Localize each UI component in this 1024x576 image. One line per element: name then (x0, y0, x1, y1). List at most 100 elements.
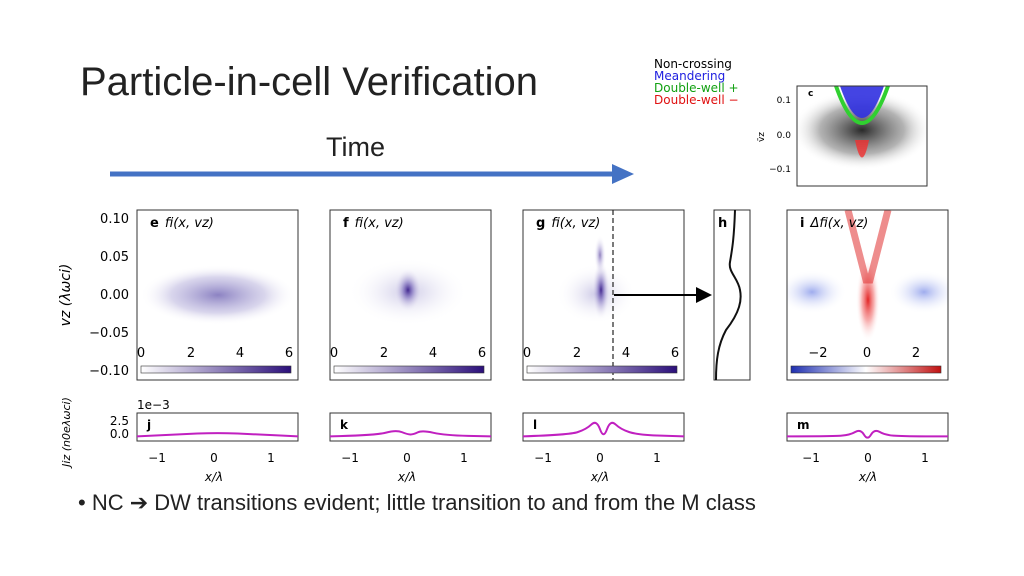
legend-entry-double-well-minus: Double-well − (654, 93, 739, 107)
panel-e: e fi(x, vz) vz (λωci) 0.10 0.05 0.00 −0.0… (58, 209, 299, 381)
panel-k-xlabel: x/λ (397, 470, 416, 484)
panel-g-cbtick-2: 4 (622, 346, 630, 361)
panel-j-ylabel: Jiz (n0eλωci) (60, 397, 73, 469)
panel-f-cbtick-3: 6 (478, 346, 486, 361)
panel-m: m −1 0 1 x/λ (786, 412, 949, 484)
panel-j-ytick-0: 2.5 (110, 414, 129, 428)
panel-e-ylabel: vz (λωci) (58, 264, 74, 327)
bullet-marker: • (78, 490, 86, 515)
legend: Non-crossing Meandering Double-well + Do… (654, 58, 739, 106)
panel-g-colorbar (526, 365, 678, 374)
legend-entry-non-crossing: Non-crossing (654, 57, 732, 71)
panel-j-current-line (136, 432, 299, 438)
panel-e-ytick-0: 0.10 (100, 212, 129, 227)
time-arrow-head (612, 164, 634, 184)
panel-g-cbtick-1: 2 (573, 346, 581, 361)
panel-e-cbtick-2: 4 (236, 346, 244, 361)
panel-m-current-line (786, 429, 948, 439)
panel-e-ytick-1: 0.05 (100, 250, 129, 265)
bullet-lead: NC (91, 490, 124, 515)
panel-e-title: e fi(x, vz) (150, 216, 214, 231)
panel-h: h (713, 209, 751, 381)
panel-c-ytick-2: −0.1 (769, 165, 791, 175)
panel-l-xtick-1: 0 (596, 451, 604, 465)
panel-g-tail (594, 235, 606, 275)
panel-i-cbtick-2: 2 (912, 346, 920, 361)
panel-l-xlabel: x/λ (590, 470, 609, 484)
panel-c-red-tail (855, 140, 869, 158)
panel-i-red-core (856, 258, 880, 342)
panel-j-ytick-1: 0.0 (110, 427, 129, 441)
panel-g: g fi(x, vz) 0 2 4 6 (522, 209, 685, 381)
panel-e-ytick-2: 0.00 (100, 288, 129, 303)
panel-j-scale-label: 1e−3 (137, 398, 170, 412)
legend-entry-meandering: Meandering (654, 69, 726, 83)
panel-l-letter: l (533, 418, 537, 432)
panel-f: f fi(x, vz) 0 2 4 6 (329, 209, 492, 381)
panel-c-gray-blob (797, 90, 927, 170)
panel-e-ytick-3: −0.05 (89, 326, 129, 341)
panel-i-colorbar (790, 365, 942, 374)
panel-j-xlabel: x/λ (204, 470, 223, 484)
panel-i-blue-left (787, 270, 847, 314)
panel-m-xtick-0: −1 (802, 451, 820, 465)
panel-j-xtick-1: 0 (210, 451, 218, 465)
panel-j-letter: j (146, 418, 151, 432)
panel-l: l −1 0 1 x/λ (522, 412, 685, 484)
panel-g-cbtick-3: 6 (671, 346, 679, 361)
panel-h-letter: h (718, 216, 727, 231)
panel-c-ylabel: v̄z (757, 132, 767, 142)
panel-g-cbtick-0: 0 (523, 346, 531, 361)
panel-k-letter: k (340, 418, 349, 432)
panel-f-colorbar (333, 365, 485, 374)
panel-l-xtick-2: 1 (653, 451, 661, 465)
panel-l-current-line (522, 421, 685, 438)
panel-c-green-curve (834, 86, 890, 125)
panel-k-current-line (329, 430, 492, 438)
panel-j-xtick-0: −1 (148, 451, 166, 465)
panel-f-core (394, 268, 422, 312)
panel-l-xtick-0: −1 (534, 451, 552, 465)
panel-k-xtick-2: 1 (460, 451, 468, 465)
panel-m-xlabel: x/λ (858, 470, 877, 484)
panel-i-cbtick-0: −2 (808, 346, 827, 361)
panel-c-ytick-0: 0.1 (777, 96, 791, 106)
panel-c-ytick-1: 0.0 (777, 131, 792, 141)
panel-f-cbtick-2: 4 (429, 346, 437, 361)
panel-m-xtick-1: 0 (864, 451, 872, 465)
slide-title: Particle-in-cell Verification (80, 60, 538, 104)
panel-f-title: f fi(x, vz) (343, 216, 404, 231)
time-label: Time (326, 132, 385, 162)
panel-i: i Δfi(x, vz) −2 0 2 (786, 209, 949, 381)
panel-f-cbtick-0: 0 (330, 346, 338, 361)
panel-e-ytick-4: −0.10 (89, 364, 129, 379)
panel-j: j 1e−3 2.5 0.0 Jiz (n0eλωci) −1 0 1 x/λ (60, 397, 299, 484)
panel-i-title: i Δfi(x, vz) (800, 216, 868, 231)
panel-e-colorbar (140, 365, 292, 374)
panel-k-xtick-1: 0 (403, 451, 411, 465)
panel-k: k −1 0 1 x/λ (329, 412, 492, 484)
bullet-arrow-icon: ➔ (129, 490, 149, 515)
panel-i-blue-right (889, 270, 948, 314)
panel-e-cbtick-1: 2 (187, 346, 195, 361)
panel-e-cbtick-0: 0 (137, 346, 145, 361)
bullet-point: • NC ➔ DW transitions evident; little tr… (78, 490, 756, 516)
panel-i-red-arms (844, 210, 892, 284)
bullet-text: DW transitions evident; little transitio… (154, 490, 756, 515)
panel-g-title: g fi(x, vz) (536, 216, 600, 231)
legend-entry-double-well-plus: Double-well + (654, 81, 739, 95)
panel-e-cbtick-3: 6 (285, 346, 293, 361)
panel-g-core (592, 260, 610, 320)
panel-i-cbtick-1: 0 (863, 346, 871, 361)
panel-h-profile-line (715, 209, 742, 381)
panel-f-cbtick-1: 2 (380, 346, 388, 361)
panel-c: c v̄z 0.1 0.0 −0.1 (757, 85, 928, 187)
panel-m-letter: m (797, 418, 810, 432)
panel-k-xtick-0: −1 (341, 451, 359, 465)
panel-c-blue-region (840, 86, 884, 118)
panel-c-letter: c (808, 89, 813, 99)
panel-e-density (140, 265, 296, 325)
panel-j-xtick-2: 1 (267, 451, 275, 465)
panel-m-xtick-2: 1 (921, 451, 929, 465)
